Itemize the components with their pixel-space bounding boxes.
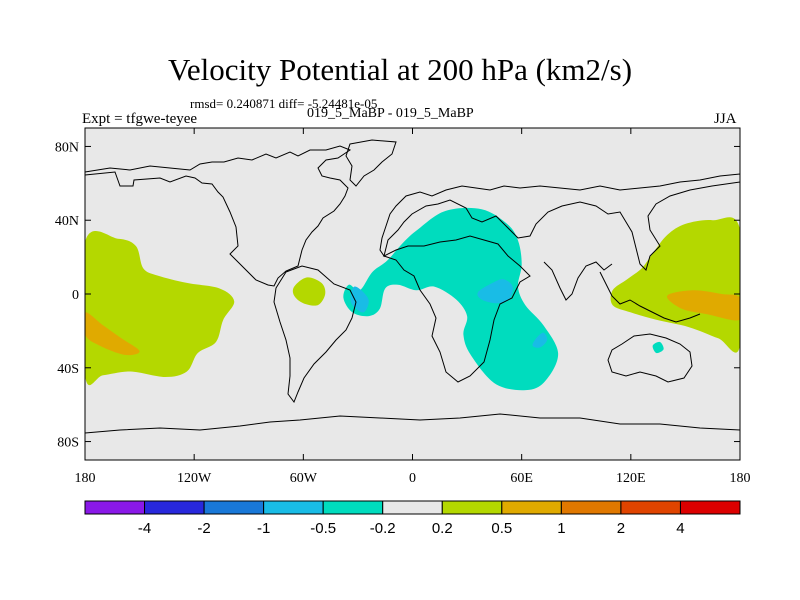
- contour-region-3: [343, 207, 559, 391]
- contour-region-5: [477, 279, 513, 304]
- colorbar-swatch: [84, 500, 146, 515]
- colorbar-label: 1: [557, 520, 565, 537]
- x-tick-label: 120E: [616, 471, 646, 486]
- y-tick-label: 40N: [55, 214, 79, 229]
- chart-title: Velocity Potential at 200 hPa (km2/s): [167, 52, 633, 87]
- contour-region-1: [85, 312, 140, 356]
- colorbar-label: -0.5: [310, 520, 336, 537]
- coastline-south-america: [273, 265, 357, 404]
- colorbar-swatch: [620, 500, 681, 515]
- x-tick-label: 60W: [290, 471, 318, 486]
- colorbar-swatch: [203, 500, 265, 515]
- coastline-north-america: [85, 145, 352, 287]
- colorbar-swatch: [382, 500, 443, 515]
- chart-subtitle: 019_5_MaBP - 019_5_MaBP: [307, 106, 474, 121]
- x-tick-label: 180: [75, 471, 96, 486]
- colorbar: -4 -2 -1 -0.5 -0.2 0.2 0.5 1 2 4: [84, 500, 741, 537]
- y-tick-label: 40S: [57, 362, 79, 377]
- y-axis-ticks: 80N 40N 0 40S 80S: [55, 140, 740, 451]
- colorbar-swatch: [322, 500, 384, 515]
- experiment-label: Expt = tfgwe-teyee: [82, 111, 198, 127]
- coastline-africa: [382, 235, 531, 383]
- coastline-europe-asia: [379, 173, 740, 271]
- colorbar-label: 0.5: [491, 520, 512, 537]
- colorbar-label: -4: [138, 520, 151, 537]
- colorbar-swatch: [441, 500, 503, 515]
- colorbar-label: 4: [676, 520, 684, 537]
- x-tick-label: 60E: [510, 471, 533, 486]
- coastline-southeast-asia: [599, 271, 701, 323]
- contour-region-8: [667, 290, 740, 321]
- x-tick-label: 180: [730, 471, 751, 486]
- y-tick-label: 80N: [55, 140, 79, 155]
- y-tick-label: 80S: [57, 436, 79, 451]
- colorbar-label: -1: [257, 520, 270, 537]
- colorbar-label: -0.2: [370, 520, 396, 537]
- coastline-antarctica: [85, 413, 740, 434]
- colorbar-label: 0.2: [432, 520, 453, 537]
- y-tick-label: 0: [72, 288, 79, 303]
- colorbar-label: -2: [197, 520, 210, 537]
- colorbar-label: 2: [617, 520, 625, 537]
- coastline-india: [543, 261, 613, 301]
- colorbar-swatch: [501, 500, 562, 515]
- coastlines: [85, 139, 740, 434]
- contour-fills: [85, 207, 740, 391]
- coastline-australia: [607, 333, 693, 383]
- contour-region-7: [610, 217, 740, 353]
- colorbar-swatch: [263, 500, 324, 515]
- contour-region-6: [532, 332, 548, 348]
- x-tick-label: 120W: [177, 471, 212, 486]
- season-label: JJA: [714, 111, 737, 127]
- colorbar-swatch: [560, 500, 622, 515]
- contour-region-2: [292, 277, 326, 306]
- coastline-greenland: [345, 139, 397, 187]
- x-axis-ticks: 180 120W 60W 0 60E 120E 180: [75, 128, 751, 486]
- colorbar-swatch: [679, 500, 741, 515]
- x-tick-label: 0: [409, 471, 416, 486]
- colorbar-swatch: [144, 500, 205, 515]
- contour-region-9: [652, 341, 664, 354]
- stats-line: rmsd= 0.240871 diff= -5.24481e-05: [190, 96, 378, 111]
